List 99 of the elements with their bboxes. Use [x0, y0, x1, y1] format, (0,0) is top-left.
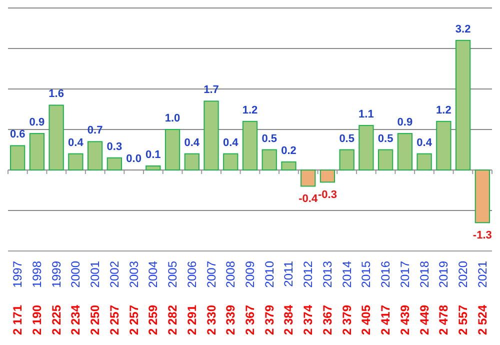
data-label: -0.3 [318, 189, 337, 202]
text: 2 257 [107, 304, 122, 335]
text: 2 225 [49, 304, 64, 335]
x-tick-label: 2015 [359, 260, 374, 288]
bar [10, 145, 26, 170]
data-label: 0.5 [378, 132, 394, 145]
data-label: 1.7 [204, 84, 219, 96]
text: 2 339 [224, 304, 238, 335]
x-tick-label: 2016 [378, 260, 393, 288]
x-tick-label: 2003 [126, 260, 141, 288]
bar [87, 141, 103, 170]
x-tick-label: 2009 [243, 260, 257, 288]
bar [262, 149, 277, 170]
bar [455, 40, 471, 170]
text: 2 524 [475, 304, 490, 335]
data-label: 3.2 [455, 23, 471, 36]
data-label: 0.4 [416, 136, 433, 149]
bar [397, 133, 413, 170]
x-tick-label: 2012 [301, 260, 316, 288]
bar [416, 153, 432, 170]
bar [378, 149, 394, 170]
bar [146, 165, 161, 170]
x-tick-label: 2011 [282, 260, 296, 287]
data-label: 0.9 [397, 116, 413, 129]
text: 2 250 [88, 304, 102, 335]
bar [242, 120, 258, 170]
text: 2 405 [359, 304, 374, 335]
bar [29, 133, 45, 170]
bar [164, 129, 180, 170]
text: 2 171 [10, 304, 25, 335]
text: 2 449 [417, 304, 432, 335]
x-tick-label: 2019 [436, 260, 451, 288]
x-tick-label: 2008 [224, 260, 238, 288]
text: 2 291 [184, 304, 199, 335]
data-label: 0.5 [262, 132, 278, 145]
bar [48, 104, 64, 170]
text: 2 257 [126, 304, 141, 335]
bar [106, 157, 122, 170]
text: 2 330 [204, 304, 218, 335]
text: 2 259 [146, 304, 160, 335]
data-label: 0.4 [184, 136, 200, 149]
text: 2 367 [243, 304, 257, 335]
data-label: 1.2 [242, 104, 258, 116]
data-label: 0.2 [281, 144, 296, 157]
x-tick-label: 2014 [340, 260, 354, 288]
bar [68, 153, 84, 170]
bar [358, 124, 374, 170]
text: 2 384 [282, 304, 296, 335]
text: 2 379 [340, 304, 354, 335]
bar [281, 161, 296, 170]
data-label: 0.4 [222, 136, 240, 149]
data-label: 0.0 [126, 153, 142, 165]
text: 2 374 [301, 304, 316, 335]
bar [204, 100, 219, 170]
data-label: 0.1 [146, 148, 161, 161]
x-tick-label: 2002 [107, 260, 122, 288]
data-label: 0.6 [10, 128, 26, 141]
x-tick-label: 2010 [262, 260, 276, 288]
x-tick-label: 2004 [146, 260, 160, 288]
x-tick-label: 1999 [49, 260, 64, 288]
x-tick-label: 1997 [10, 260, 25, 288]
x-tick-label: 2006 [184, 260, 199, 288]
bar [223, 153, 238, 170]
text: 2 557 [456, 304, 470, 335]
text: 2 282 [166, 304, 180, 335]
data-label: -0.4 [298, 193, 318, 206]
data-label: 1.2 [436, 104, 452, 116]
x-tick-label: 2005 [166, 260, 180, 288]
bar [339, 149, 354, 170]
x-tick-label: 2013 [320, 260, 334, 288]
data-label: 0.4 [68, 136, 84, 149]
data-label: 0.5 [339, 132, 354, 145]
bar [300, 170, 316, 187]
x-tick-label: 2001 [88, 260, 102, 288]
x-tick-label: 2020 [456, 260, 470, 288]
data-label: -1.3 [472, 230, 492, 242]
x-tick-label: 2021 [475, 260, 490, 288]
text: 2 439 [398, 304, 412, 335]
bar [184, 153, 200, 170]
bar [436, 120, 452, 170]
data-label: 0.7 [87, 124, 103, 137]
text: 2 478 [436, 304, 451, 335]
data-label: 0.9 [29, 116, 45, 129]
x-tick-label: 2017 [398, 260, 412, 288]
data-label: 1.6 [48, 88, 64, 100]
data-label: 1.0 [164, 112, 180, 124]
text: 2 367 [320, 304, 334, 335]
bar [474, 170, 490, 224]
x-tick-label: 2007 [204, 260, 218, 288]
text: 2 190 [30, 304, 44, 335]
x-tick-label: 2018 [417, 260, 432, 288]
text: 2 379 [262, 304, 276, 335]
text: 2 417 [378, 304, 393, 335]
text: 2 234 [68, 304, 83, 335]
data-label: 1.1 [358, 108, 374, 120]
bar [320, 170, 336, 183]
x-tick-label: 1998 [30, 260, 44, 288]
data-label: 0.3 [106, 140, 122, 153]
x-tick-label: 2000 [68, 260, 83, 288]
